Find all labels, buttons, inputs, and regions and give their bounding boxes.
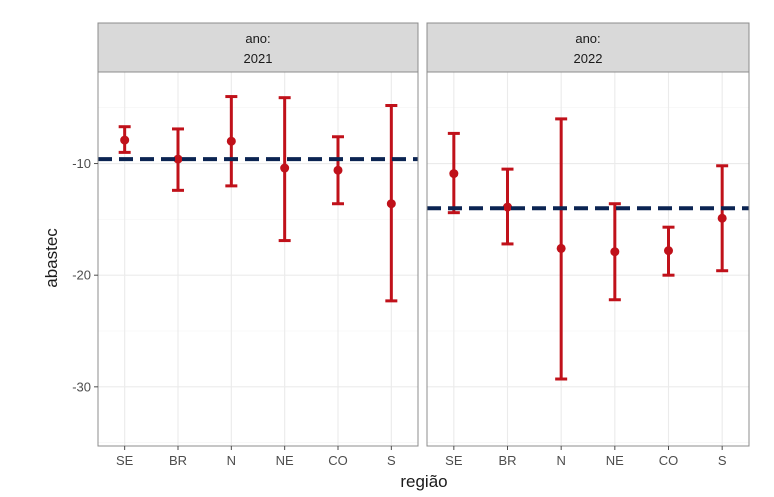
errorbar-BR [501, 167, 514, 246]
facet-strip-prefix: ano: [245, 31, 270, 46]
y-tick-label: -20 [72, 268, 91, 283]
x-tick-label-N: N [556, 453, 565, 468]
data-point-NE [280, 163, 290, 173]
y-axis-title: abastec [42, 228, 61, 288]
errorbar-SE [118, 125, 131, 154]
x-tick-label-S: S [387, 453, 396, 468]
facet-strip-value: 2021 [244, 51, 273, 66]
panel-2021: ano: 2021 SE BR N NE CO S -30 -20 -10 [72, 22, 419, 468]
panel-2022: ano: 2022 SE BR N NE CO S [426, 22, 750, 468]
data-point-S [717, 213, 727, 223]
facet-strip [97, 22, 419, 73]
data-point-NE [610, 247, 620, 257]
x-tick-label-S: S [718, 453, 727, 468]
facet-strip [426, 22, 750, 73]
data-point-S [386, 199, 396, 209]
y-tick-label: -10 [72, 156, 91, 171]
facet-strip-value: 2022 [574, 51, 603, 66]
data-point-SE [449, 169, 459, 179]
errorbar-NE [278, 96, 291, 243]
x-tick-label-NE: NE [606, 453, 624, 468]
data-point-CO [664, 246, 673, 256]
x-tick-label-BR: BR [169, 453, 187, 468]
x-tick-label-SE: SE [116, 453, 134, 468]
x-tick-label-SE: SE [445, 453, 463, 468]
x-tick-label-CO: CO [659, 453, 679, 468]
errorbar-CO [332, 135, 344, 206]
errorbar-S [716, 164, 729, 273]
errorbar-CO [662, 225, 675, 277]
data-point-N [556, 243, 566, 253]
errorbar-N [225, 95, 238, 188]
x-tick-label-NE: NE [276, 453, 294, 468]
facet-strip-prefix: ano: [575, 31, 600, 46]
data-point-SE [120, 135, 130, 145]
x-tick-label-BR: BR [498, 453, 516, 468]
panel-background [427, 72, 749, 446]
panels: ano: 2021 SE BR N NE CO S -30 -20 -10 ano: 2022 SE BR N… [72, 22, 750, 468]
errorbar-N [555, 117, 568, 381]
errorbar-S [385, 103, 398, 303]
x-axis-title: região [400, 472, 447, 491]
data-point-CO [333, 165, 343, 175]
data-point-BR [503, 202, 512, 212]
x-tick-label-CO: CO [328, 453, 348, 468]
errorbar-BR [172, 127, 184, 192]
data-point-N [226, 136, 236, 146]
errorbar-SE [447, 131, 460, 215]
panel-background [98, 72, 418, 446]
y-tick-label: -30 [72, 379, 91, 394]
errorbar-NE [608, 202, 621, 302]
x-tick-label-N: N [227, 453, 236, 468]
data-point-BR [173, 154, 183, 164]
